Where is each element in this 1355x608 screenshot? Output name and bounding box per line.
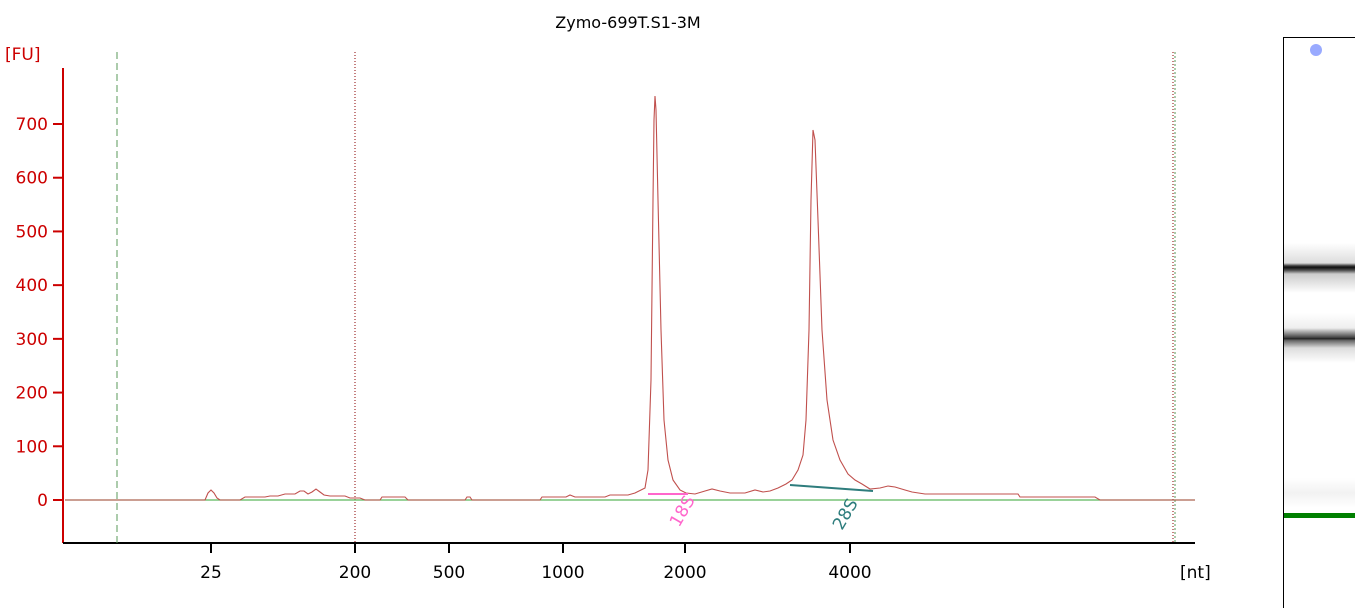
x-tick-label: 1000 bbox=[541, 563, 584, 583]
y-tick-label: 500 bbox=[16, 222, 48, 242]
y-axis-unit-label: [FU] bbox=[5, 45, 41, 65]
y-tick-label: 400 bbox=[16, 276, 48, 296]
peak-label-18s: 18S bbox=[666, 492, 700, 530]
electropherogram-chart: Zymo-699T.S1-3M [FU] [nt] 0 100 200 300 400 5… bbox=[5, 13, 1211, 583]
y-tick-label: 100 bbox=[16, 437, 48, 457]
x-tick-label: 2000 bbox=[663, 563, 706, 583]
gel-smear-low bbox=[1284, 478, 1355, 508]
x-axis-unit-label: [nt] bbox=[1180, 563, 1211, 583]
well-icon bbox=[1310, 44, 1322, 56]
y-tick-label: 0 bbox=[37, 491, 48, 511]
gel-band-18s bbox=[1284, 313, 1355, 363]
gel-band-28s bbox=[1284, 243, 1355, 293]
y-tick-label: 200 bbox=[16, 384, 48, 404]
y-tick-label: 300 bbox=[16, 330, 48, 350]
signal-trace bbox=[65, 95, 1195, 501]
x-tick-label: 25 bbox=[200, 563, 222, 583]
x-tick-label: 500 bbox=[433, 563, 465, 583]
x-tick-label: 200 bbox=[339, 563, 371, 583]
y-tick-label: 700 bbox=[16, 115, 48, 135]
gel-lower-marker bbox=[1284, 513, 1355, 518]
peak-label-28s: 28S bbox=[829, 495, 863, 533]
chart-title: Zymo-699T.S1-3M bbox=[555, 13, 700, 32]
x-tick-label: 4000 bbox=[828, 563, 871, 583]
gel-lane bbox=[1283, 37, 1355, 608]
peak-28s-baseline bbox=[789, 484, 874, 492]
x-ticks: 25 200 500 1000 2000 4000 bbox=[200, 543, 872, 583]
y-ticks: 0 100 200 300 400 500 600 700 bbox=[16, 115, 63, 511]
y-tick-label: 600 bbox=[16, 169, 48, 189]
